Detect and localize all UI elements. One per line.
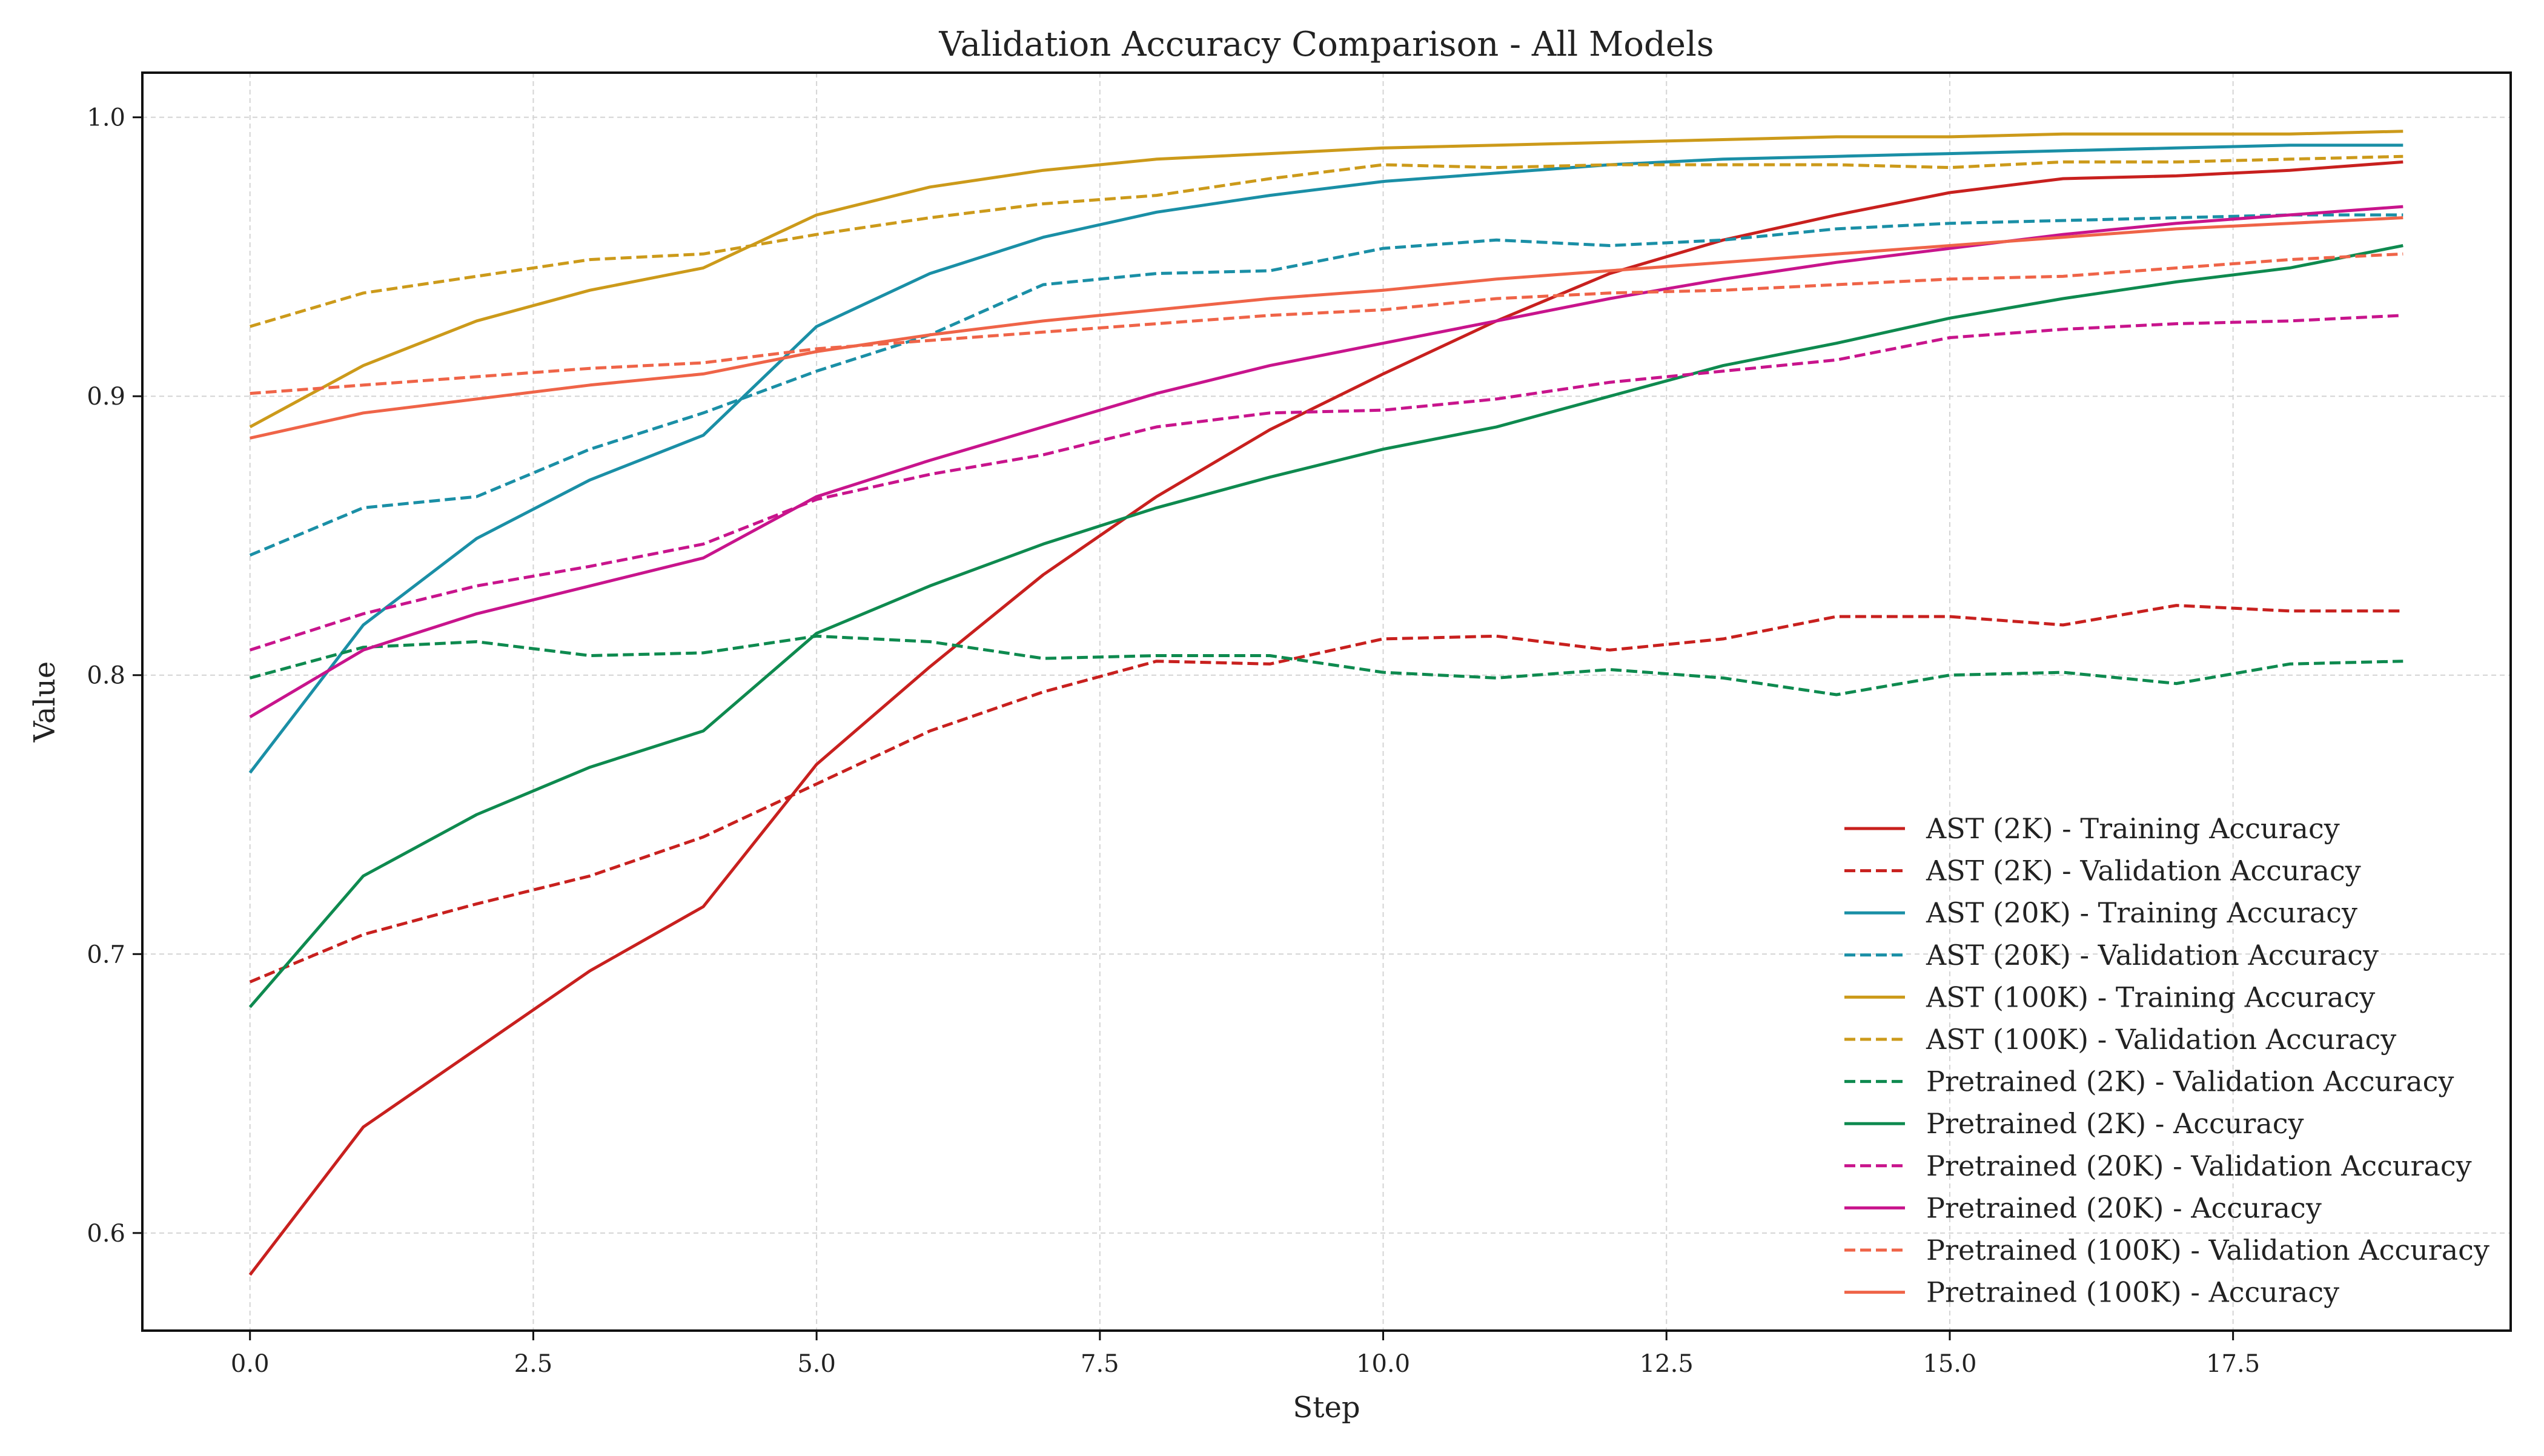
legend-label: Pretrained (20K) - Validation Accuracy xyxy=(1926,1150,2472,1182)
series-line-8 xyxy=(249,314,2403,652)
x-tick-label: 5.0 xyxy=(797,1350,836,1378)
x-tick-label: 0.0 xyxy=(231,1350,270,1378)
series-line-2 xyxy=(248,144,2403,774)
legend-label: Pretrained (20K) - Accuracy xyxy=(1926,1191,2322,1224)
series-line-4 xyxy=(249,130,2403,429)
legend-label: Pretrained (2K) - Accuracy xyxy=(1926,1107,2304,1140)
series-line-1 xyxy=(249,604,2403,984)
series-line-3 xyxy=(249,213,2403,557)
y-tick-label: 0.8 xyxy=(87,662,125,690)
plot-frame xyxy=(141,71,2512,1332)
x-tick-label: 10.0 xyxy=(1356,1350,1410,1378)
legend: AST (2K) - Training Accuracy AST (2K) - V… xyxy=(1844,812,2489,1309)
series-line-9 xyxy=(249,205,2403,718)
y-tick-label: 0.9 xyxy=(87,383,125,411)
y-tick-label: 0.6 xyxy=(87,1220,125,1248)
y-tick-label: 0.7 xyxy=(87,941,125,968)
legend-label: Pretrained (100K) - Accuracy xyxy=(1926,1276,2339,1309)
series-line-0 xyxy=(248,160,2403,1276)
legend-label: Pretrained (100K) - Validation Accuracy xyxy=(1926,1234,2489,1266)
series-line-7 xyxy=(248,244,2403,1008)
legend-label: AST (100K) - Validation Accuracy xyxy=(1926,1023,2396,1056)
x-tick-label: 12.5 xyxy=(1640,1350,1694,1378)
series-line-5 xyxy=(249,154,2403,328)
series-line-11 xyxy=(250,216,2403,440)
x-axis-label: Step xyxy=(1293,1391,1360,1425)
x-tick-label: 17.5 xyxy=(2206,1350,2260,1378)
x-tick-label: 15.0 xyxy=(1923,1350,1976,1378)
series-line-6 xyxy=(250,634,2403,697)
x-tick-label: 2.5 xyxy=(514,1350,553,1378)
legend-label: AST (2K) - Training Accuracy xyxy=(1926,812,2340,845)
legend-label: AST (2K) - Validation Accuracy xyxy=(1926,855,2361,887)
series-lines xyxy=(248,130,2403,1276)
grid xyxy=(142,73,2511,1331)
legend-label: AST (100K) - Training Accuracy xyxy=(1926,981,2375,1013)
y-tick-label: 1.0 xyxy=(87,104,125,132)
chart-title: Validation Accuracy Comparison - All Mod… xyxy=(938,25,1714,64)
x-tick-label: 7.5 xyxy=(1081,1350,1119,1378)
y-axis-label: Value xyxy=(28,661,62,743)
legend-label: AST (20K) - Validation Accuracy xyxy=(1926,939,2379,971)
legend-label: AST (20K) - Training Accuracy xyxy=(1926,896,2357,929)
axis-ticks: 0.0 2.5 5.0 7.5 10.0 12.5 15.0 17.5 0.6 0.7 0.8 0.9… xyxy=(87,104,2260,1378)
series-line-10 xyxy=(250,252,2403,395)
legend-label: Pretrained (2K) - Validation Accuracy xyxy=(1926,1065,2454,1098)
